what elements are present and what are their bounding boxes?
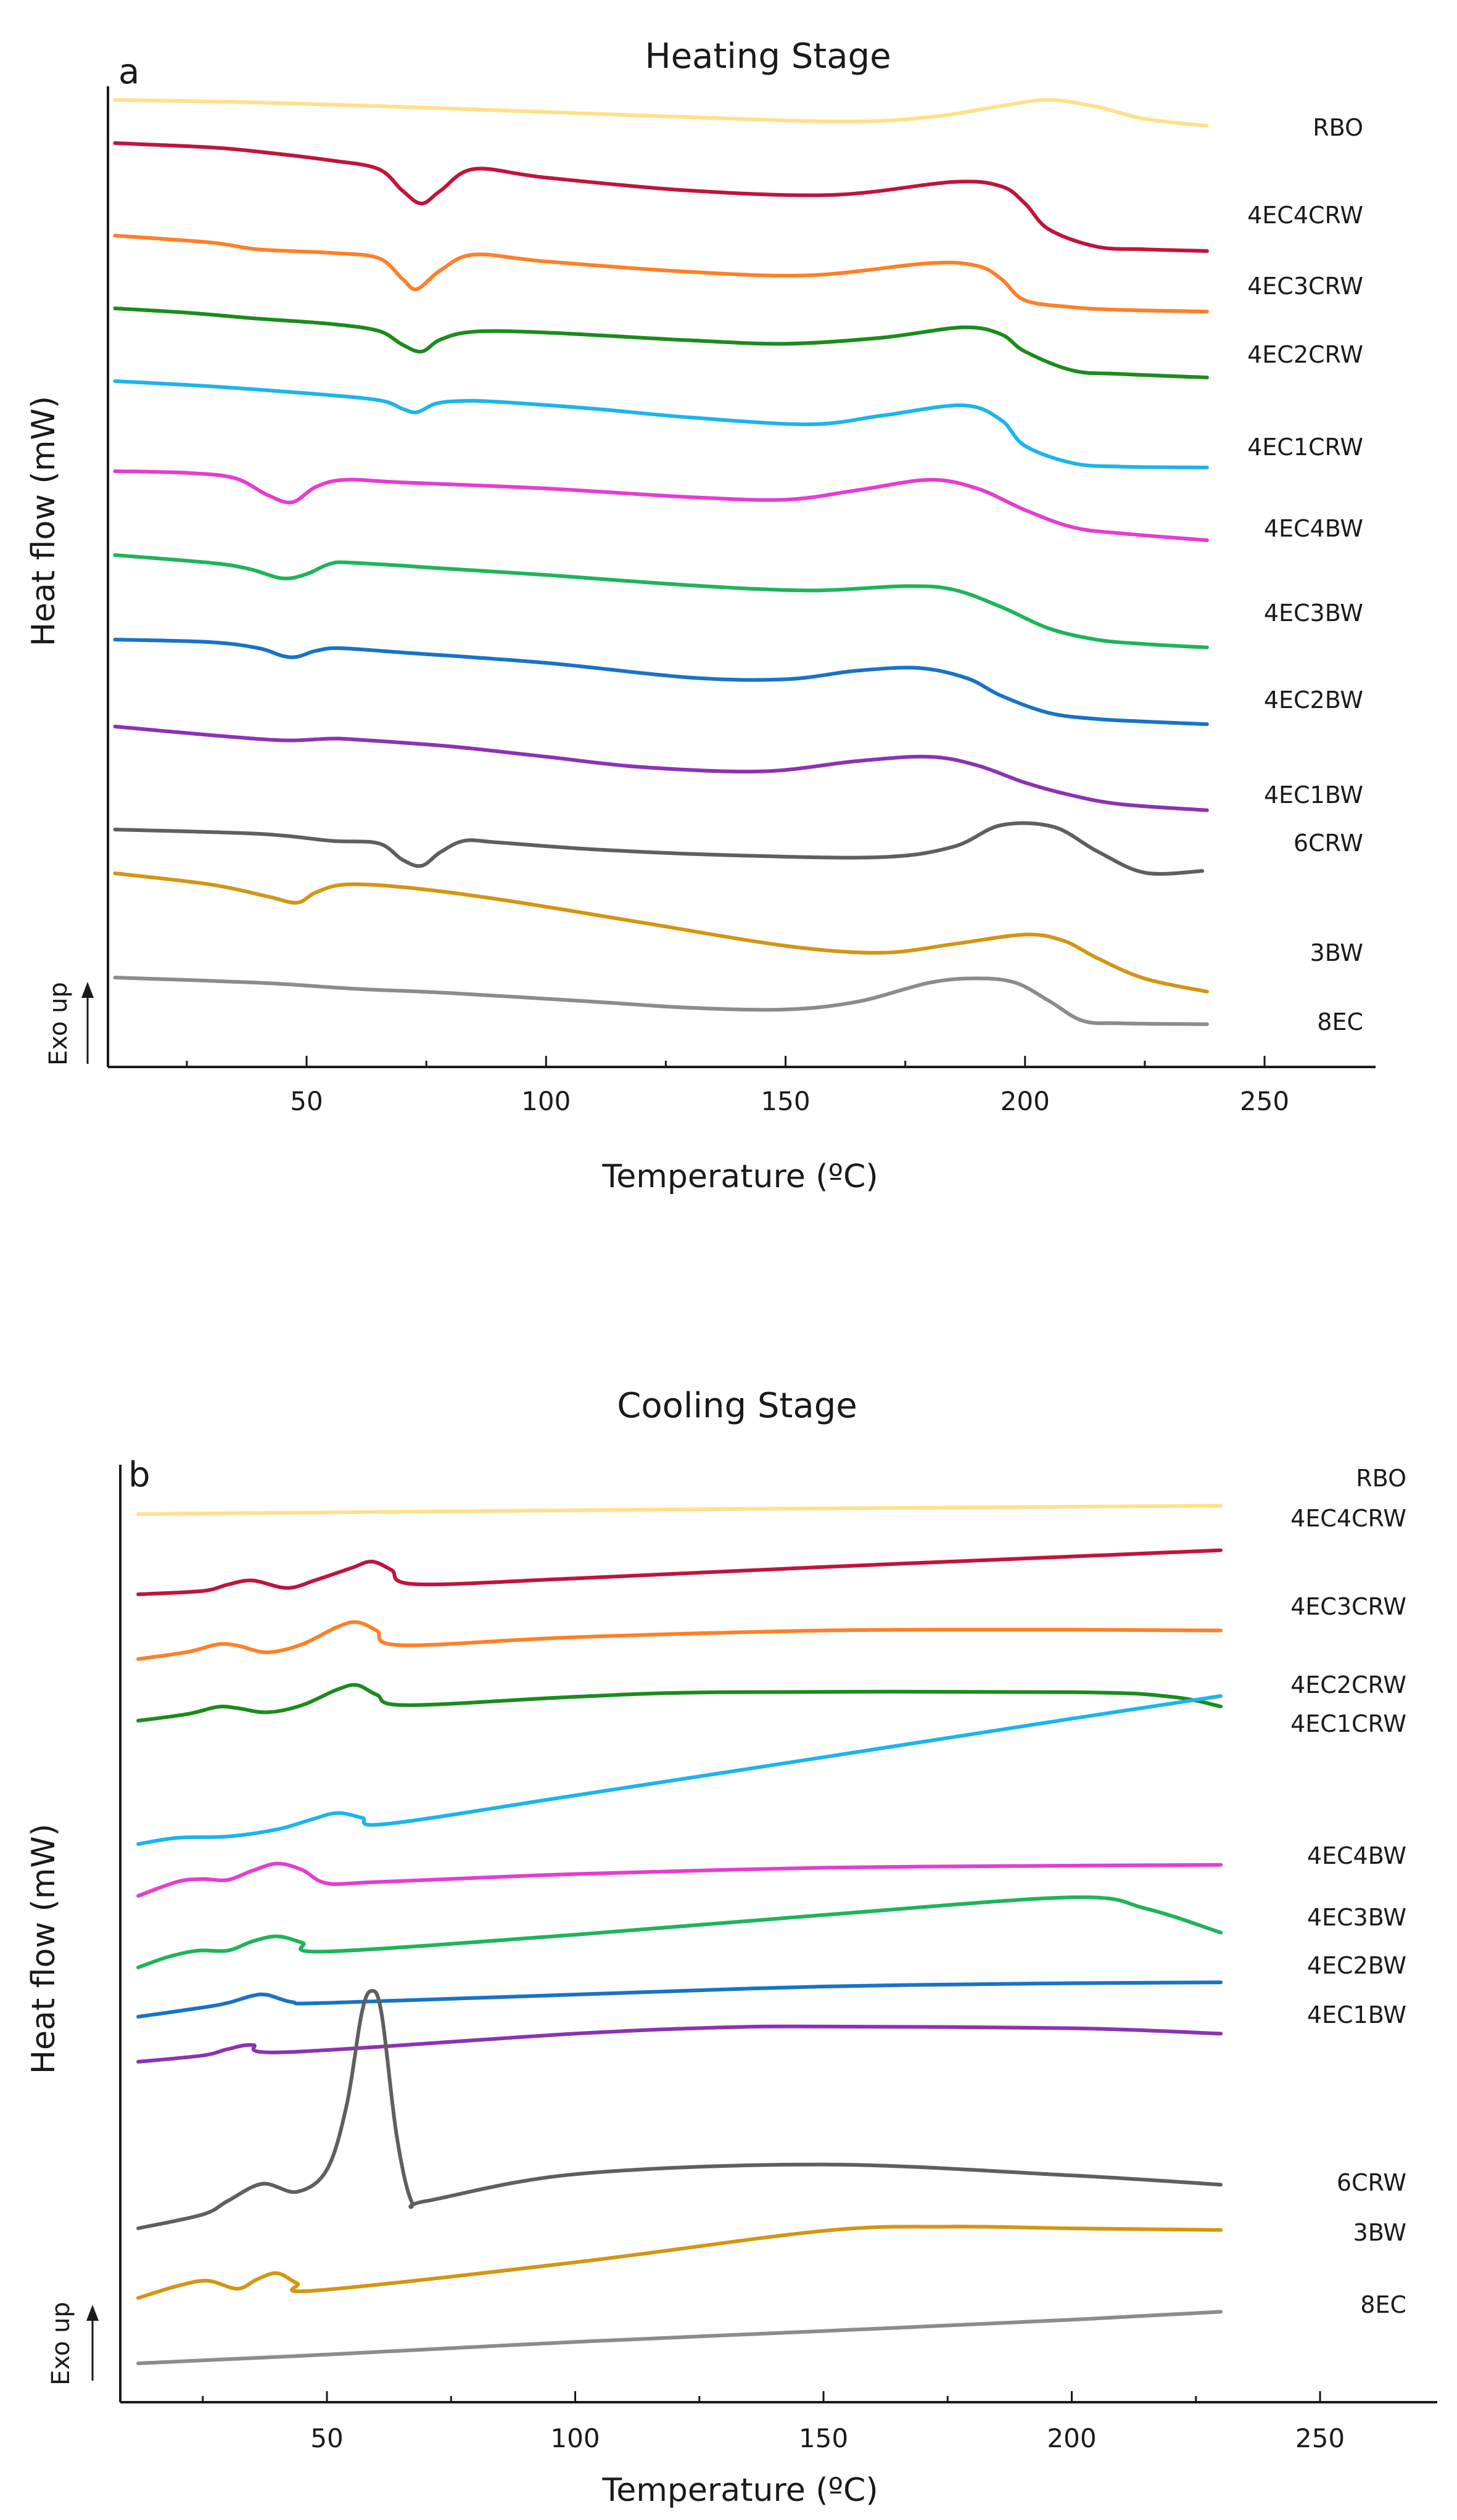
panel-b-letter: b [128, 1455, 151, 1495]
panel-a-heating-stage: Heating Stage a 50 100 150 200 250 RBO 4EC4CR… [25, 36, 1376, 1195]
panel-a-x-tick-label-150: 150 [761, 1086, 810, 1116]
panel-b-curves [136, 1504, 1223, 2365]
panel-a-x-axis-title: Temperature (ºC) [601, 1158, 878, 1195]
panel-b-curve-rbo [136, 1504, 1223, 1516]
panel-a-curves [113, 97, 1209, 1026]
panel-a-curve-6crw [113, 821, 1205, 876]
panel-a-curve-4ec3bw [113, 553, 1209, 649]
panel-b-label-rbo: RBO [1356, 1465, 1406, 1492]
panel-a-label-rbo: RBO [1313, 114, 1363, 141]
panel-b-label-4ec2bw: 4EC2BW [1307, 1952, 1406, 1979]
panel-a-label-4ec1bw: 4EC1BW [1264, 781, 1363, 809]
panel-b-label-4ec1bw: 4EC1BW [1307, 2001, 1406, 2028]
panel-b-x-tick-label-200: 200 [1047, 2423, 1096, 2453]
panel-a-exo-up-label: Exo up [44, 982, 73, 1066]
panel-a-label-4ec2crw: 4EC2CRW [1247, 341, 1363, 368]
panel-b-curve-4ec2crw [136, 1682, 1223, 1723]
panel-b-curve-8ec [136, 2310, 1223, 2365]
panel-b-x-ticks: 50 100 150 200 250 [202, 2391, 1345, 2453]
panel-a-curve-8ec [113, 976, 1209, 1026]
panel-a-label-6crw: 6CRW [1294, 830, 1363, 857]
panel-b-curve-3bw [136, 2225, 1223, 2300]
panel-b-exo-up-label: Exo up [47, 2302, 75, 2386]
panel-a-series-labels: RBO 4EC4CRW 4EC3CRW 4EC2CRW 4EC1CRW 4EC4BW 4EC… [1247, 114, 1363, 1036]
panel-b-label-8ec: 8EC [1360, 2291, 1406, 2318]
panel-b-curve-4ec3crw [136, 1620, 1223, 1661]
panel-b-label-4ec1crw: 4EC1CRW [1290, 1710, 1406, 1737]
panel-a-x-tick-label-200: 200 [1001, 1086, 1050, 1116]
panel-b-label-6crw: 6CRW [1337, 2169, 1406, 2196]
panel-b-x-tick-label-100: 100 [550, 2423, 600, 2453]
panel-a-x-tick-label-250: 250 [1240, 1086, 1289, 1116]
panel-b-curve-4ec3bw [136, 1895, 1223, 1969]
panel-b-x-tick-label-250: 250 [1295, 2423, 1345, 2453]
panel-a-label-4ec2bw: 4EC2BW [1264, 686, 1363, 714]
panel-b-x-axis-title: Temperature (ºC) [601, 2472, 878, 2509]
panel-a-label-8ec: 8EC [1317, 1008, 1363, 1036]
panel-a-exo-arrow-head-icon [81, 982, 94, 998]
panel-b-label-4ec4crw: 4EC4CRW [1290, 1505, 1406, 1532]
panel-b-label-4ec2crw: 4EC2CRW [1290, 1671, 1406, 1699]
panel-b-curve-6crw [136, 1989, 1223, 2230]
panel-a-curve-4ec2crw [113, 307, 1209, 379]
panel-b-y-axis-title: Heat flow (mW) [25, 1824, 62, 2074]
panel-b-label-3bw: 3BW [1353, 2219, 1406, 2246]
panel-a-curve-4ec1bw [113, 725, 1209, 812]
panel-a-x-ticks: 50 100 150 200 250 [186, 1056, 1289, 1116]
panel-b-label-4ec3bw: 4EC3BW [1307, 1904, 1406, 1931]
panel-b-curve-4ec4crw [136, 1548, 1223, 1596]
panel-a-x-tick-label-50: 50 [290, 1086, 323, 1116]
panel-b-title: Cooling Stage [617, 1386, 857, 1426]
panel-a-label-4ec3crw: 4EC3CRW [1247, 273, 1363, 300]
panel-b-exo-arrow-head-icon [86, 2305, 99, 2321]
panel-b-label-4ec3crw: 4EC3CRW [1290, 1593, 1406, 1620]
panel-a-curve-4ec3crw [113, 234, 1209, 314]
panel-b-cooling-stage: Cooling Stage b 50 100 150 200 250 RBO 4EC4CR… [25, 1386, 1437, 2509]
panel-a-label-4ec4crw: 4EC4CRW [1247, 202, 1363, 229]
panel-a-curve-4ec1crw [113, 379, 1209, 469]
panel-b-curve-4ec4bw [136, 1861, 1223, 1898]
panel-a-letter: a [118, 52, 139, 92]
panel-a-title: Heating Stage [645, 36, 891, 76]
panel-b-series-labels: RBO 4EC4CRW 4EC3CRW 4EC2CRW 4EC1CRW 4EC4BW 4EC… [1290, 1465, 1406, 2318]
panel-a-label-4ec1crw: 4EC1CRW [1247, 434, 1363, 461]
panel-a-label-4ec3bw: 4EC3BW [1264, 599, 1363, 627]
panel-a-x-tick-label-100: 100 [521, 1086, 571, 1116]
panel-a-curve-3bw [113, 871, 1209, 994]
panel-b-curve-4ec1crw [136, 1694, 1223, 1846]
panel-a-curve-4ec4bw [113, 469, 1209, 542]
panel-a-label-3bw: 3BW [1310, 939, 1363, 966]
panel-a-curve-4ec2bw [113, 638, 1209, 727]
panel-b-curve-4ec2bw [136, 1980, 1223, 2019]
panel-a-y-axis-title: Heat flow (mW) [25, 396, 62, 646]
panel-b-x-tick-label-50: 50 [310, 2423, 343, 2453]
panel-a-curve-rbo [113, 97, 1209, 128]
panel-b-x-tick-label-150: 150 [799, 2423, 848, 2453]
panel-b-label-4ec4bw: 4EC4BW [1307, 1842, 1406, 1869]
panel-b-curve-4ec1bw [136, 2024, 1223, 2064]
panel-a-curve-4ec4crw [113, 141, 1209, 253]
panel-a-label-4ec4bw: 4EC4BW [1264, 515, 1363, 542]
